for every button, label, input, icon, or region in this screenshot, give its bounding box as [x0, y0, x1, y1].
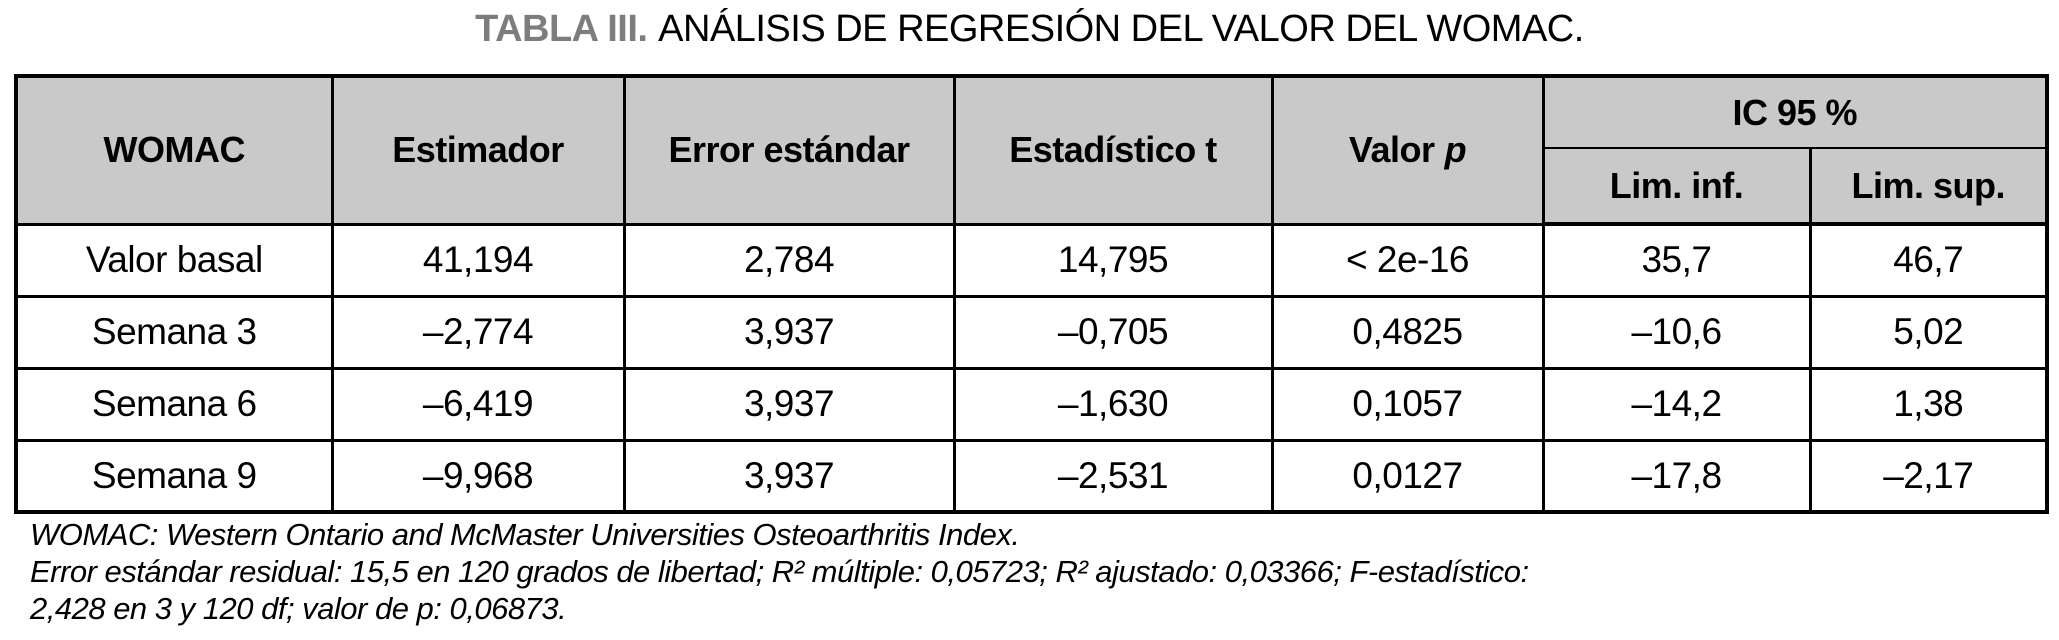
cell-estadistico-t: –2,531: [952, 438, 1274, 514]
cell-error-estandar: 3,937: [622, 294, 956, 370]
cell-error-estandar: 3,937: [622, 366, 956, 442]
footnote-line: Error estándar residual: 15,5 en 120 gra…: [30, 554, 1529, 589]
cell-estimador: –2,774: [330, 294, 626, 370]
cell-label: Semana 6: [14, 366, 334, 442]
table-title: TABLA III. ANÁLISIS DE REGRESIÓN DEL VALO…: [0, 8, 2059, 51]
cell-estadistico-t: –1,630: [952, 366, 1274, 442]
header-valor-p-prefix: Valor: [1348, 129, 1435, 171]
cell-estimador: –6,419: [330, 366, 626, 442]
table-title-label: TABLA III.: [475, 8, 648, 50]
header-womac: WOMAC: [14, 74, 334, 226]
cell-valor-p: 0,1057: [1270, 366, 1545, 442]
footnote-line: WOMAC: Western Ontario and McMaster Univ…: [30, 517, 1020, 552]
cell-lim-inf: –17,8: [1541, 438, 1812, 514]
cell-error-estandar: 2,784: [622, 222, 956, 298]
cell-lim-inf: 35,7: [1541, 222, 1812, 298]
header-error-estandar: Error estándar: [622, 74, 956, 226]
header-valor-p: Valor p: [1270, 74, 1545, 226]
cell-valor-p: < 2e-16: [1270, 222, 1545, 298]
cell-valor-p: 0,0127: [1270, 438, 1545, 514]
cell-valor-p: 0,4825: [1270, 294, 1545, 370]
table-row-valor-basal: Valor basal 41,194 2,784 14,795 < 2e-16 …: [14, 222, 2049, 298]
header-ic95: IC 95 %: [1541, 74, 2049, 149]
cell-lim-sup: 46,7: [1808, 222, 2049, 298]
cell-estimador: –9,968: [330, 438, 626, 514]
table-row-semana-3: Semana 3 –2,774 3,937 –0,705 0,4825 –10,…: [14, 294, 2049, 370]
regression-table: WOMAC Estimador Error estándar Estadísti…: [14, 74, 2049, 514]
cell-label: Valor basal: [14, 222, 334, 298]
header-valor-p-symbol: p: [1444, 129, 1467, 171]
cell-estadistico-t: –0,705: [952, 294, 1274, 370]
header-row-main: WOMAC Estimador Error estándar Estadísti…: [14, 74, 2049, 226]
cell-estimador: 41,194: [330, 222, 626, 298]
table-footnotes: WOMAC: Western Ontario and McMaster Univ…: [30, 516, 2030, 627]
cell-lim-sup: –2,17: [1808, 438, 2049, 514]
table-row-semana-6: Semana 6 –6,419 3,937 –1,630 0,1057 –14,…: [14, 366, 2049, 442]
header-estimador: Estimador: [330, 74, 626, 226]
header-estadistico-t: Estadístico t: [952, 74, 1274, 226]
cell-error-estandar: 3,937: [622, 438, 956, 514]
table-body: Valor basal 41,194 2,784 14,795 < 2e-16 …: [14, 222, 2049, 514]
cell-label: Semana 3: [14, 294, 334, 370]
cell-estadistico-t: 14,795: [952, 222, 1274, 298]
header-lim-inf: Lim. inf.: [1541, 147, 1812, 226]
cell-lim-sup: 1,38: [1808, 366, 2049, 442]
header-lim-sup: Lim. sup.: [1808, 147, 2049, 226]
table-row-semana-9: Semana 9 –9,968 3,937 –2,531 0,0127 –17,…: [14, 438, 2049, 514]
footnote-line: 2,428 en 3 y 120 df; valor de p: 0,06873…: [30, 591, 567, 626]
header-row-sub: Lim. inf. Lim. sup.: [16, 147, 2049, 226]
cell-label: Semana 9: [14, 438, 334, 514]
table-header: WOMAC Estimador Error estándar Estadísti…: [14, 74, 2049, 226]
cell-lim-inf: –10,6: [1541, 294, 1812, 370]
cell-lim-inf: –14,2: [1541, 366, 1812, 442]
cell-lim-sup: 5,02: [1808, 294, 2049, 370]
table-title-text: ANÁLISIS DE REGRESIÓN DEL VALOR DEL WOMA…: [658, 8, 1584, 50]
